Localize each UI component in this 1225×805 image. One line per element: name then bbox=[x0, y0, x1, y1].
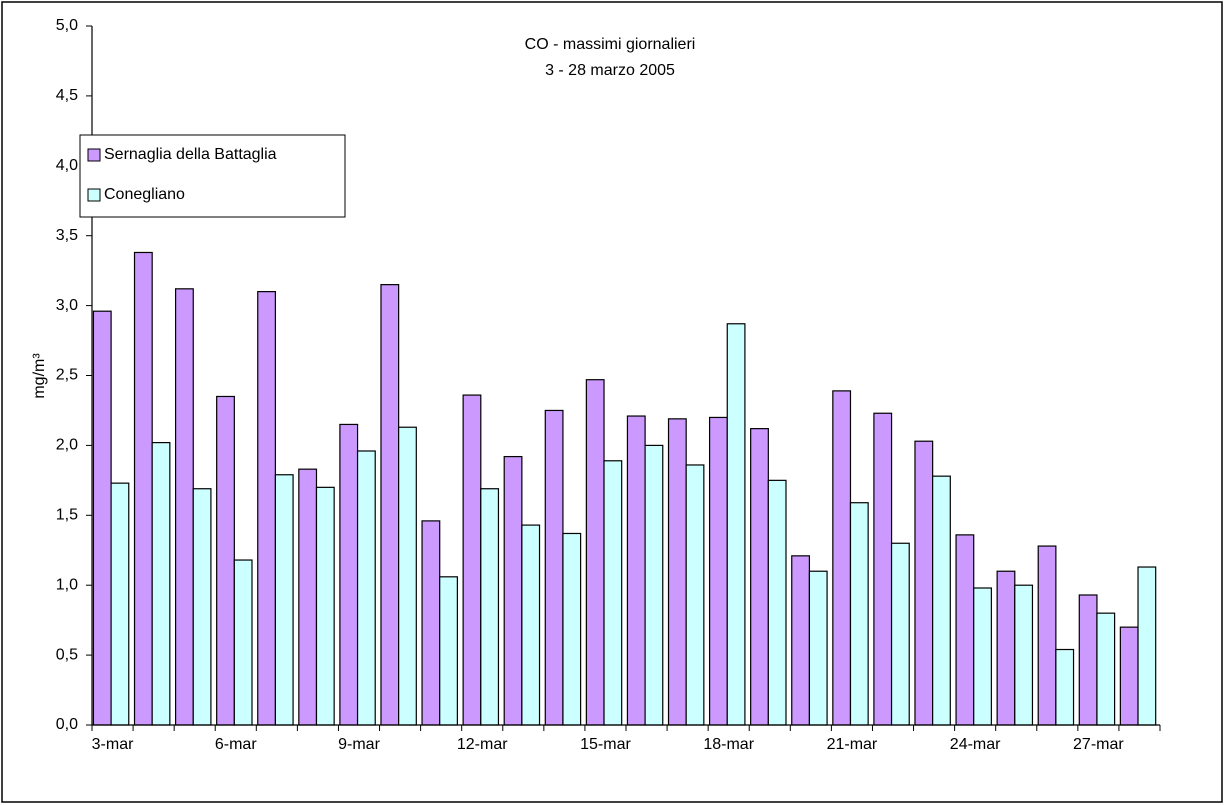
chart-title: CO - massimi giornalieri bbox=[525, 36, 696, 53]
bar bbox=[192, 488, 212, 726]
bar bbox=[832, 390, 852, 726]
x-tick-label: 3-mar bbox=[92, 736, 134, 753]
bar bbox=[521, 524, 541, 726]
bar bbox=[955, 534, 975, 726]
bar bbox=[849, 502, 869, 726]
bar bbox=[110, 482, 130, 726]
legend-label: Sernaglia della Battaglia bbox=[104, 146, 277, 163]
bar bbox=[480, 488, 500, 726]
bar bbox=[667, 418, 687, 726]
bar bbox=[932, 475, 951, 726]
y-tick-label: 0,5 bbox=[56, 646, 78, 663]
bar bbox=[708, 416, 728, 726]
x-tick-label: 27-mar bbox=[1073, 736, 1124, 753]
bar bbox=[1014, 584, 1034, 726]
bar bbox=[503, 455, 523, 726]
bar bbox=[339, 423, 359, 726]
bar bbox=[1119, 626, 1139, 726]
bar bbox=[808, 570, 828, 726]
y-tick-label: 1,5 bbox=[56, 507, 78, 524]
bar bbox=[151, 442, 171, 726]
bar bbox=[626, 415, 646, 726]
bar bbox=[421, 520, 441, 726]
bar bbox=[92, 310, 112, 726]
bar bbox=[174, 288, 194, 726]
y-tick-label: 5,0 bbox=[56, 17, 78, 34]
x-tick-label: 24-mar bbox=[950, 736, 1001, 753]
bar bbox=[914, 440, 934, 726]
x-tick-label: 9-mar bbox=[338, 736, 380, 753]
x-tick-label: 18-mar bbox=[703, 736, 754, 753]
x-tick-label: 15-mar bbox=[580, 736, 631, 753]
bar bbox=[603, 460, 623, 726]
x-tick-label: 12-mar bbox=[457, 736, 508, 753]
bar bbox=[791, 555, 811, 726]
bar bbox=[462, 394, 482, 726]
bar bbox=[585, 379, 605, 726]
bar bbox=[1137, 566, 1157, 726]
bar bbox=[233, 559, 253, 726]
bar bbox=[767, 479, 787, 726]
bar bbox=[973, 587, 992, 726]
bar bbox=[544, 409, 564, 726]
y-tick-label: 4,0 bbox=[56, 157, 78, 174]
bar bbox=[873, 412, 893, 726]
bar bbox=[274, 474, 294, 726]
bar bbox=[298, 468, 318, 726]
chart-subtitle: 3 - 28 marzo 2005 bbox=[545, 62, 675, 79]
y-tick-label: 2,5 bbox=[56, 367, 78, 384]
bar bbox=[133, 251, 153, 726]
bar bbox=[996, 570, 1016, 726]
bar bbox=[1037, 545, 1057, 726]
bar bbox=[356, 450, 376, 726]
legend-label: Conegliano bbox=[104, 186, 185, 203]
legend-box bbox=[79, 134, 346, 218]
bar bbox=[380, 284, 400, 726]
y-tick-label: 4,5 bbox=[56, 87, 78, 104]
y-tick-label: 3,5 bbox=[56, 227, 78, 244]
bar bbox=[685, 464, 705, 726]
bar bbox=[1055, 648, 1075, 726]
bar bbox=[257, 291, 277, 726]
bar bbox=[439, 576, 458, 726]
bar bbox=[398, 426, 417, 726]
legend-swatch bbox=[87, 188, 101, 202]
bar bbox=[562, 532, 582, 726]
y-axis-label: mg/m³ bbox=[31, 353, 48, 399]
bar bbox=[726, 323, 746, 726]
y-tick-label: 1,0 bbox=[56, 576, 78, 593]
bar bbox=[750, 428, 769, 726]
y-tick-label: 2,0 bbox=[56, 437, 78, 454]
bar bbox=[644, 444, 664, 726]
legend-swatch bbox=[87, 148, 101, 162]
bar bbox=[890, 542, 910, 726]
x-tick-label: 21-mar bbox=[827, 736, 878, 753]
y-tick-label: 3,0 bbox=[56, 297, 78, 314]
bar bbox=[315, 486, 335, 726]
y-tick-label: 0,0 bbox=[56, 716, 78, 733]
x-tick-label: 6-mar bbox=[215, 736, 257, 753]
bar bbox=[216, 395, 235, 726]
bar bbox=[1096, 612, 1116, 726]
bar bbox=[1078, 594, 1098, 726]
